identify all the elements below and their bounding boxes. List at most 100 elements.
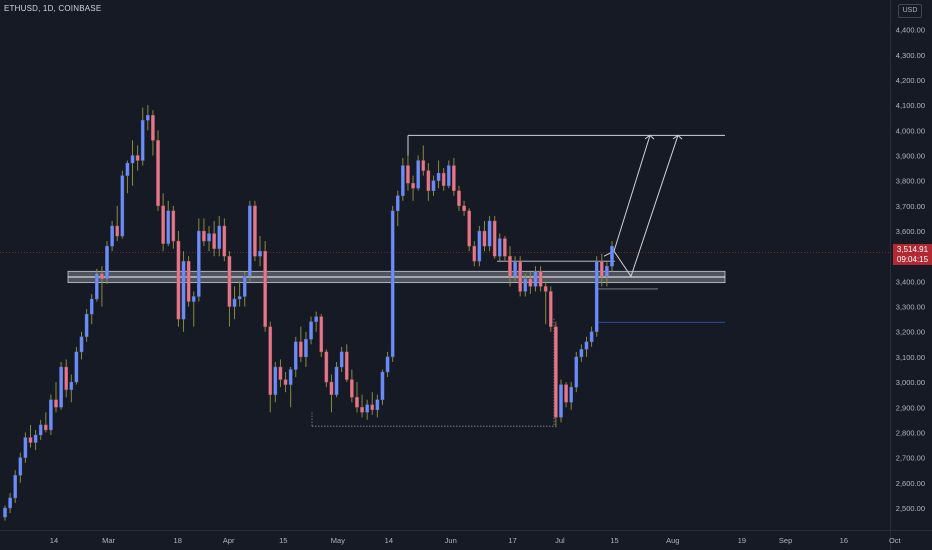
candle-down[interactable] [421,160,426,171]
candle-up[interactable] [95,273,99,300]
candle-up[interactable] [207,233,211,242]
candle-up[interactable] [89,298,94,315]
candle-up[interactable] [431,180,436,191]
candle-up[interactable] [334,366,339,395]
candle-up[interactable] [436,172,441,181]
candle-down[interactable] [329,381,334,395]
candle-up[interactable] [166,210,171,244]
projection-path-b[interactable] [613,135,651,252]
candle-up[interactable] [594,261,599,332]
candle-down[interactable] [319,316,324,353]
candle-down[interactable] [482,230,487,247]
candle-down[interactable] [54,399,58,408]
candle-down[interactable] [324,351,329,383]
candle-down[interactable] [253,205,257,257]
projection-path-a[interactable] [603,135,679,278]
candle-down[interactable] [222,225,227,257]
candle-up[interactable] [232,298,237,307]
candle-down[interactable] [554,326,558,418]
candle-up[interactable] [395,195,400,212]
candle-up[interactable] [130,155,135,164]
candle-up[interactable] [59,366,63,408]
candle-down[interactable] [503,238,507,257]
candle-up[interactable] [181,261,186,320]
candle-up[interactable] [8,497,12,509]
candle-down[interactable] [548,291,553,327]
candle-up[interactable] [523,278,528,292]
candle-up[interactable] [487,220,492,247]
candle-up[interactable] [49,399,53,431]
candle-up[interactable] [390,210,395,358]
candle-up[interactable] [401,165,405,196]
candle-up[interactable] [3,507,7,518]
candle-up[interactable] [258,250,262,257]
candle-up[interactable] [23,437,28,458]
candle-up[interactable] [380,371,385,400]
candle-up[interactable] [197,230,201,297]
candle-up[interactable] [569,386,573,403]
candle-down[interactable] [462,205,466,212]
candle-up[interactable] [84,313,89,337]
candle-up[interactable] [120,175,125,237]
candle-up[interactable] [248,205,252,277]
candle-up[interactable] [375,399,380,410]
candle-up[interactable] [140,120,145,161]
candle-down[interactable] [171,210,176,242]
candle-down[interactable] [518,261,522,292]
candle-up[interactable] [191,296,196,302]
candle-down[interactable] [344,351,349,380]
candle-up[interactable] [146,114,150,121]
candle-up[interactable] [314,316,318,322]
candle-down[interactable] [452,165,456,191]
candle-down[interactable] [543,286,548,292]
candle-up[interactable] [74,351,79,383]
candle-down[interactable] [355,397,359,408]
candle-up[interactable] [79,336,84,353]
candle-up[interactable] [579,349,584,358]
candle-down[interactable] [467,210,471,247]
candle-down[interactable] [299,341,303,358]
candle-up[interactable] [584,341,589,350]
candle-up[interactable] [477,230,482,262]
candle-up[interactable] [288,369,293,385]
candle-down[interactable] [212,233,216,249]
candle-down[interactable] [538,271,543,287]
candle-down[interactable] [176,240,181,320]
candle-down[interactable] [28,437,33,443]
candle-up[interactable] [574,356,579,388]
candle-up[interactable] [125,162,130,176]
candle-up[interactable] [309,321,313,340]
candle-up[interactable] [365,404,369,413]
candle-up[interactable] [13,475,18,499]
candle-up[interactable] [18,457,23,476]
candle-down[interactable] [135,155,140,161]
candle-down[interactable] [528,278,533,287]
candle-up[interactable] [38,424,43,436]
candle-down[interactable] [411,182,415,189]
candle-down[interactable] [508,256,512,277]
candle-down[interactable] [564,384,568,403]
candle-down[interactable] [156,140,160,207]
candle-up[interactable] [559,384,563,418]
candle-up[interactable] [293,341,298,370]
candle-up[interactable] [610,245,614,267]
candle-up[interactable] [237,296,242,300]
candle-down[interactable] [360,407,364,413]
symbol-label[interactable]: ETHUSD, 1D, COINBASE [4,4,102,13]
candle-down[interactable] [151,114,155,141]
candle-down[interactable] [441,172,446,186]
candle-down[interactable] [278,366,283,380]
candle-down[interactable] [115,225,120,237]
candle-down[interactable] [370,404,375,410]
candle-down[interactable] [492,220,497,257]
candle-up[interactable] [33,434,38,443]
candle-up[interactable] [105,245,109,280]
candle-up[interactable] [110,225,114,247]
candle-up[interactable] [416,160,420,189]
candle-down[interactable] [472,245,477,262]
candle-down[interactable] [426,170,431,191]
candle-down[interactable] [202,230,206,242]
candle-up[interactable] [304,339,308,358]
